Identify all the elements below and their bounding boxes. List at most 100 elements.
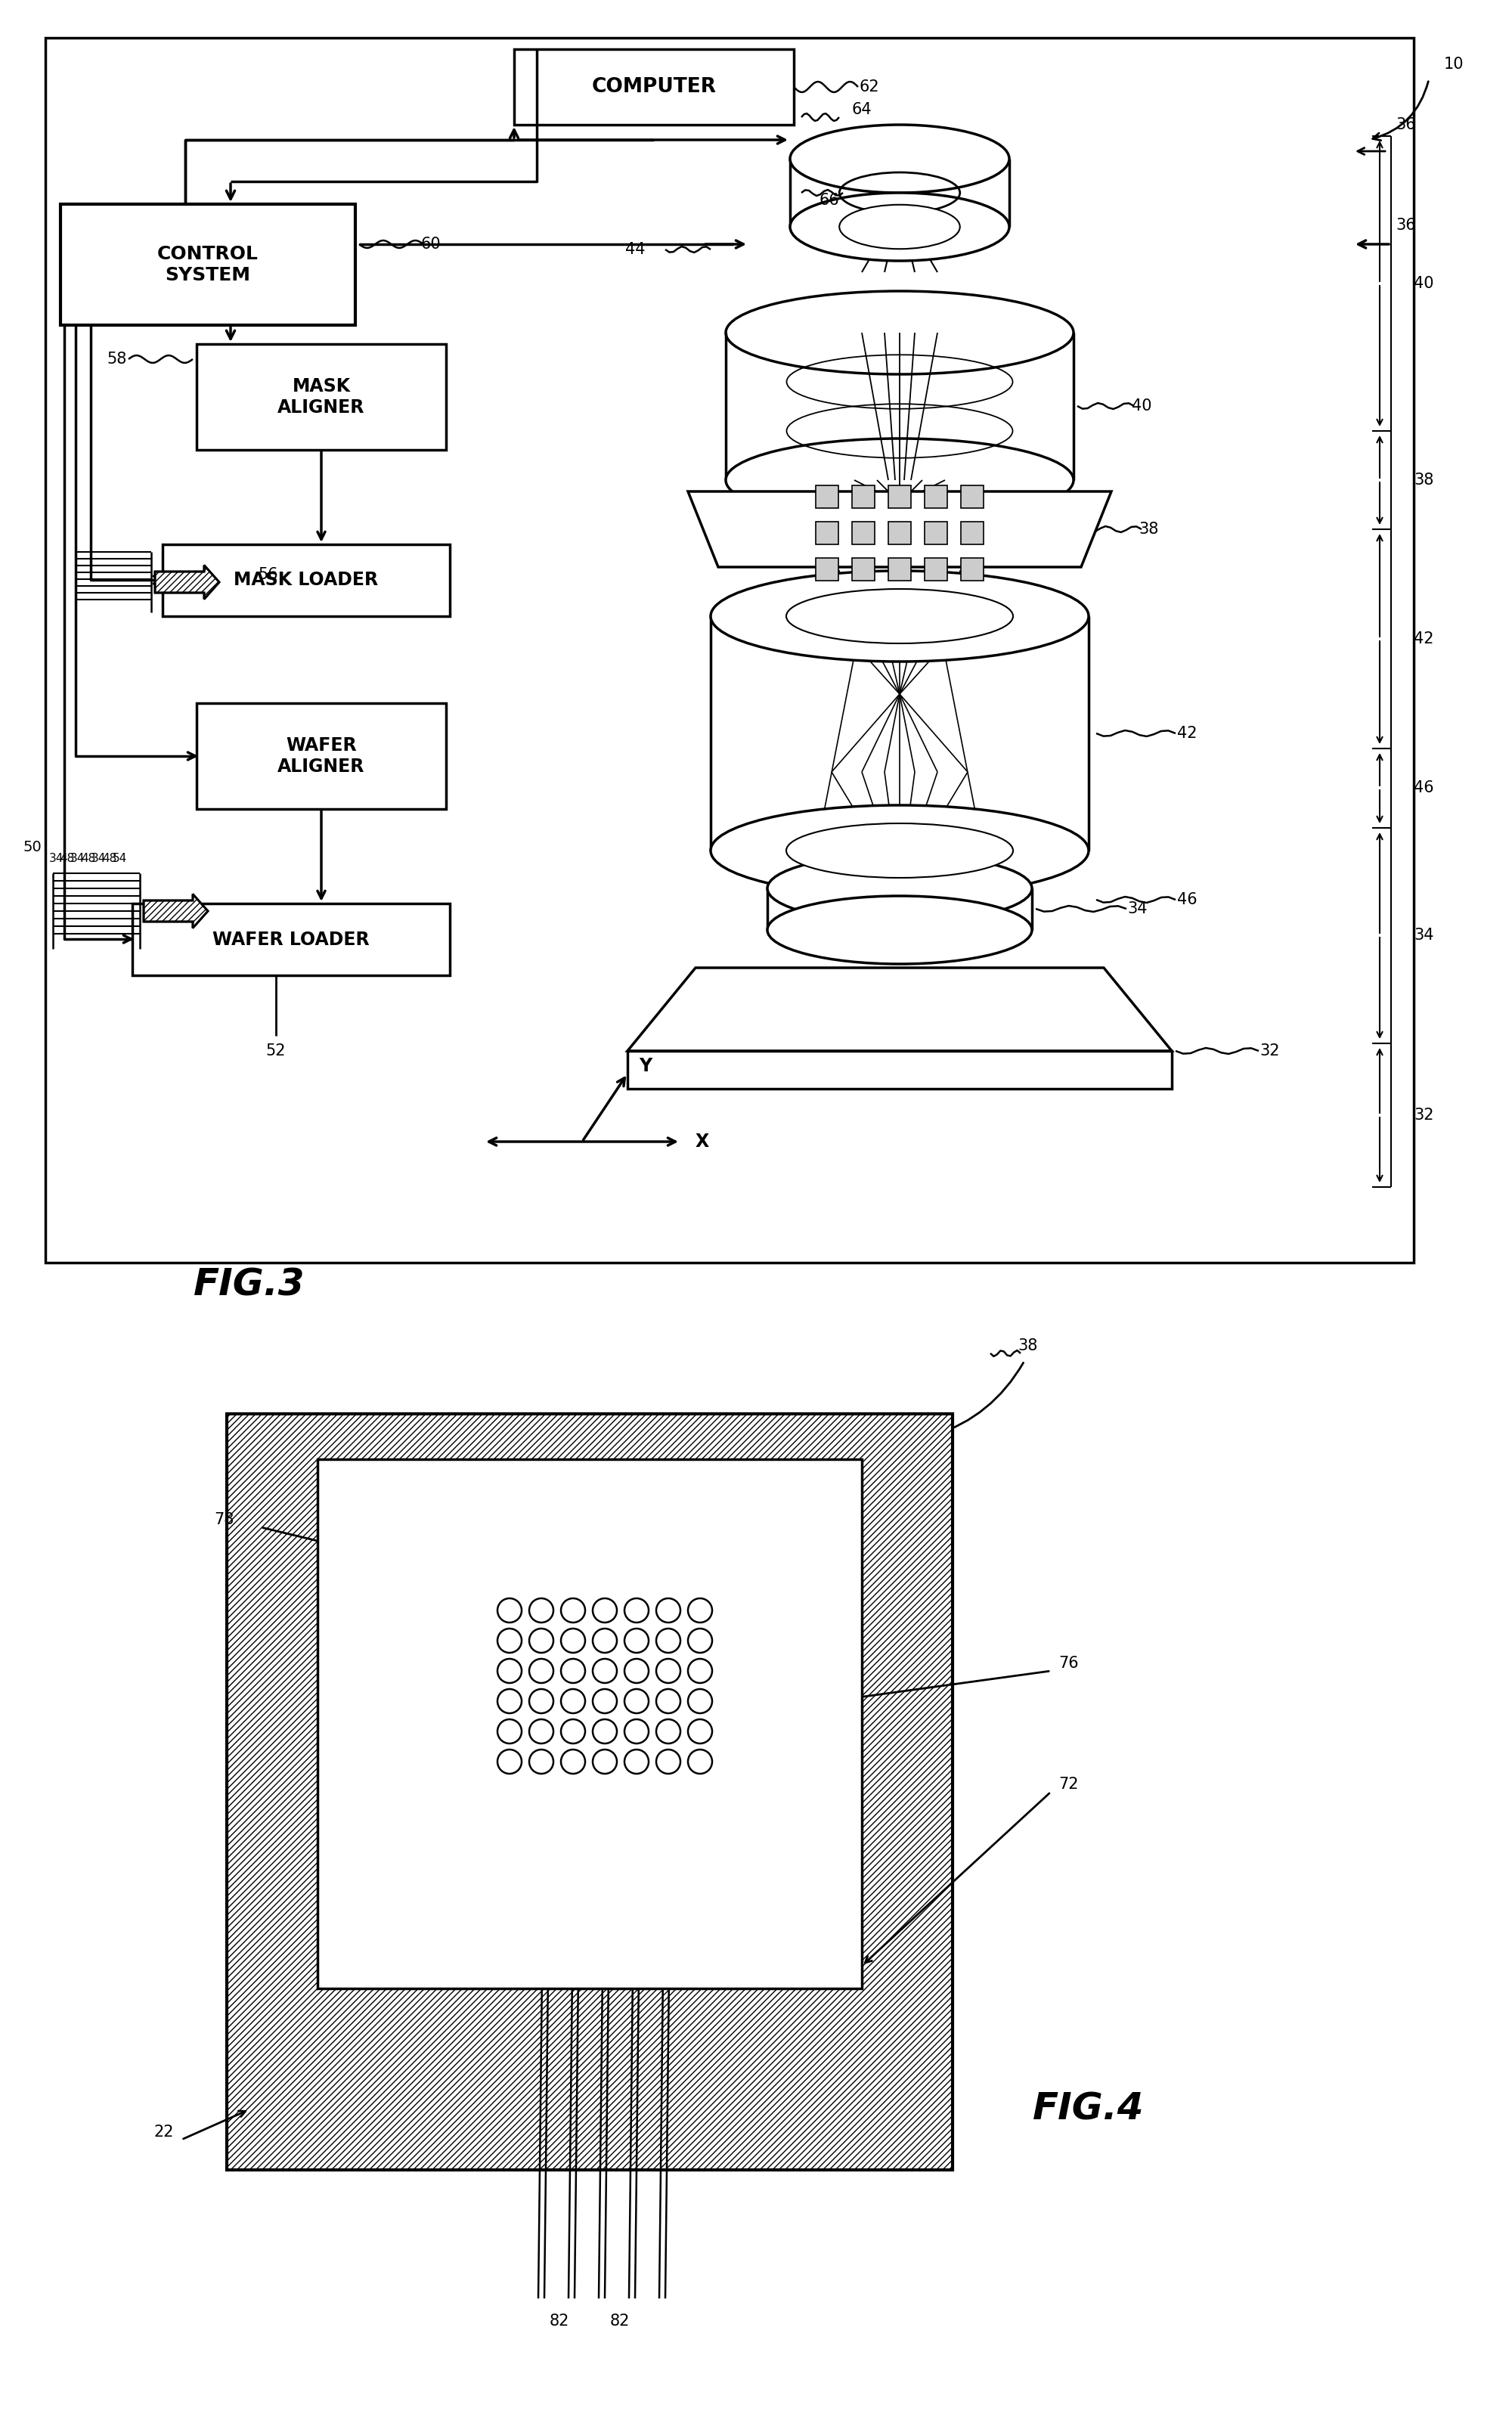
- Text: 38: 38: [1018, 1339, 1039, 1354]
- Text: 60: 60: [420, 236, 442, 253]
- Text: 22: 22: [154, 2124, 174, 2141]
- Bar: [889, 559, 910, 581]
- Text: 34: 34: [1414, 928, 1433, 943]
- Circle shape: [561, 1660, 585, 1684]
- Circle shape: [593, 1599, 617, 1623]
- Text: 78: 78: [215, 1511, 234, 1528]
- Circle shape: [656, 1720, 680, 1742]
- Text: 56: 56: [259, 566, 278, 583]
- Text: 48: 48: [82, 853, 95, 863]
- Bar: [889, 486, 910, 508]
- Bar: [925, 559, 947, 581]
- Circle shape: [497, 1628, 522, 1652]
- Bar: [889, 522, 910, 544]
- Bar: [514, 49, 794, 124]
- Circle shape: [624, 1750, 649, 1774]
- Circle shape: [656, 1750, 680, 1774]
- Circle shape: [497, 1599, 522, 1623]
- Text: 38: 38: [1139, 522, 1160, 537]
- Text: 62: 62: [859, 80, 880, 95]
- Circle shape: [561, 1720, 585, 1742]
- Text: COMPUTER: COMPUTER: [591, 78, 717, 97]
- Bar: [853, 486, 874, 508]
- Bar: [925, 522, 947, 544]
- Text: 58: 58: [107, 352, 127, 367]
- Text: 42: 42: [1414, 632, 1433, 646]
- Text: X: X: [696, 1132, 709, 1152]
- FancyArrowPatch shape: [934, 1363, 1024, 1436]
- Ellipse shape: [711, 571, 1089, 661]
- Text: WAFER LOADER: WAFER LOADER: [213, 931, 369, 948]
- Circle shape: [561, 1628, 585, 1652]
- Circle shape: [688, 1750, 712, 1774]
- Text: 40: 40: [1414, 277, 1433, 292]
- Circle shape: [561, 1750, 585, 1774]
- Bar: [962, 559, 983, 581]
- Circle shape: [497, 1720, 522, 1742]
- Bar: [726, 333, 1074, 481]
- Text: 76: 76: [1058, 1655, 1078, 1672]
- Text: WAFER
ALIGNER: WAFER ALIGNER: [278, 736, 364, 775]
- Text: Y: Y: [638, 1057, 652, 1074]
- Text: 54: 54: [113, 853, 127, 863]
- Text: 36: 36: [1396, 117, 1417, 131]
- Circle shape: [529, 1628, 553, 1652]
- Text: 72: 72: [1058, 1776, 1078, 1791]
- Bar: [45, 39, 1414, 1264]
- Circle shape: [593, 1660, 617, 1684]
- Text: 32: 32: [1414, 1108, 1433, 1123]
- Circle shape: [688, 1628, 712, 1652]
- Text: 66: 66: [820, 192, 839, 209]
- Circle shape: [497, 1660, 522, 1684]
- Circle shape: [624, 1599, 649, 1623]
- Ellipse shape: [786, 588, 1013, 644]
- Bar: [962, 486, 983, 508]
- Bar: [816, 522, 838, 544]
- Circle shape: [497, 1689, 522, 1713]
- Circle shape: [624, 1689, 649, 1713]
- Ellipse shape: [768, 897, 1031, 965]
- Circle shape: [656, 1660, 680, 1684]
- Text: 34: 34: [71, 853, 85, 863]
- Circle shape: [688, 1720, 712, 1742]
- Circle shape: [624, 1720, 649, 1742]
- Bar: [853, 559, 874, 581]
- Text: 48: 48: [60, 853, 74, 863]
- Bar: [60, 204, 355, 326]
- Bar: [816, 486, 838, 508]
- Text: MASK LOADER: MASK LOADER: [234, 571, 378, 590]
- Circle shape: [561, 1689, 585, 1713]
- Text: FIG.4: FIG.4: [1033, 2092, 1145, 2129]
- Circle shape: [593, 1628, 617, 1652]
- Ellipse shape: [726, 292, 1074, 374]
- Bar: [816, 559, 838, 581]
- Text: 82: 82: [609, 2313, 631, 2328]
- Text: CONTROL
SYSTEM: CONTROL SYSTEM: [157, 245, 259, 284]
- Bar: [789, 158, 1010, 226]
- Text: MASK
ALIGNER: MASK ALIGNER: [278, 377, 364, 416]
- Circle shape: [529, 1750, 553, 1774]
- Text: 44: 44: [624, 243, 646, 258]
- Text: 36: 36: [1396, 219, 1417, 233]
- FancyArrow shape: [144, 894, 209, 928]
- Bar: [962, 522, 983, 544]
- Ellipse shape: [726, 437, 1074, 522]
- Circle shape: [593, 1720, 617, 1742]
- Text: 40: 40: [1131, 399, 1152, 413]
- Text: 34: 34: [92, 853, 106, 863]
- Text: 46: 46: [1414, 780, 1433, 795]
- Circle shape: [529, 1660, 553, 1684]
- Circle shape: [497, 1750, 522, 1774]
- Ellipse shape: [711, 804, 1089, 897]
- Bar: [163, 544, 451, 617]
- Text: 32: 32: [1259, 1042, 1281, 1059]
- Text: 38: 38: [1414, 471, 1433, 488]
- Circle shape: [688, 1689, 712, 1713]
- Ellipse shape: [839, 204, 960, 248]
- Circle shape: [529, 1720, 553, 1742]
- Text: 52: 52: [266, 1042, 286, 1059]
- Text: 10: 10: [1444, 56, 1464, 73]
- Circle shape: [529, 1599, 553, 1623]
- Circle shape: [656, 1599, 680, 1623]
- Polygon shape: [627, 967, 1172, 1050]
